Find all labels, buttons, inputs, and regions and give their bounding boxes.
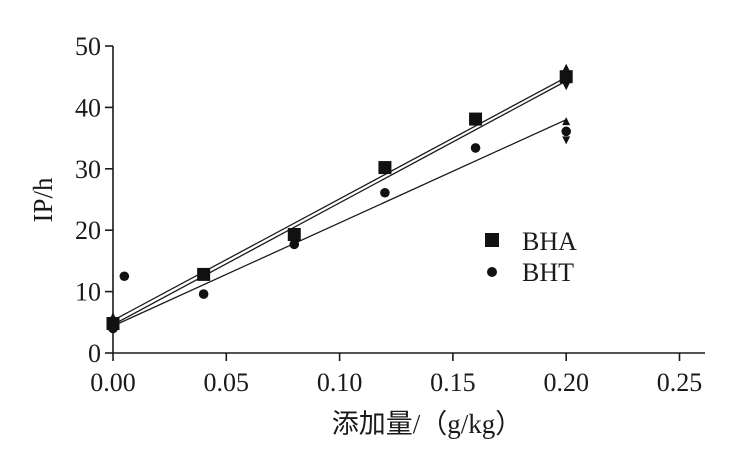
end-arrows xyxy=(109,63,571,321)
y-tick-label: 0 xyxy=(88,339,101,368)
data-point-bht xyxy=(561,126,571,137)
y-ticks: 0 10 20 30 40 50 xyxy=(75,32,113,368)
fit-line-bha xyxy=(112,76,567,322)
data-points xyxy=(106,70,573,334)
end-arrow-marker xyxy=(562,63,571,72)
y-tick-label: 50 xyxy=(75,32,101,61)
data-point-bht xyxy=(289,239,300,250)
data-point-bha xyxy=(287,227,301,241)
data-point-bha xyxy=(378,161,392,175)
data-point-bha xyxy=(559,70,573,84)
x-ticks: 0.00 0.05 0.10 0.15 0.20 0.25 xyxy=(90,353,702,397)
y-tick-label: 30 xyxy=(75,155,101,184)
data-point-bht xyxy=(198,289,209,299)
data-point-bha xyxy=(197,267,211,281)
fit-line-bha xyxy=(112,80,567,326)
x-tick-label: 0.25 xyxy=(657,368,703,397)
x-axis-title: 添加量/（g/kg） xyxy=(332,409,523,439)
data-point-bha xyxy=(469,112,483,126)
x-tick-label: 0.05 xyxy=(204,368,250,397)
y-tick-label: 20 xyxy=(75,216,101,245)
data-point-bht xyxy=(470,143,481,153)
x-tick-label: 0.00 xyxy=(90,368,136,397)
data-point-bht xyxy=(119,271,130,282)
legend-label-bht: BHT xyxy=(522,258,574,287)
x-tick-label: 0.10 xyxy=(317,368,363,397)
legend-marker-bha xyxy=(485,233,499,247)
x-tick-label: 0.15 xyxy=(430,368,476,397)
x-tick-label: 0.20 xyxy=(543,368,589,397)
y-tick-label: 40 xyxy=(75,93,101,122)
end-arrow-marker xyxy=(562,136,571,145)
legend-label-bha: BHA xyxy=(522,227,577,256)
fit-line-bht xyxy=(112,119,567,327)
legend: BHA BHT xyxy=(485,227,577,287)
data-point-bht xyxy=(108,323,118,334)
legend-marker-bht xyxy=(487,267,497,277)
data-point-bht xyxy=(380,187,390,198)
end-arrow-marker xyxy=(109,312,117,321)
axes xyxy=(112,46,705,354)
end-arrow-marker xyxy=(562,82,571,91)
fit-lines xyxy=(112,76,567,327)
y-tick-label: 10 xyxy=(75,278,101,307)
y-axis-title: IP/h xyxy=(28,177,58,223)
end-arrow-marker xyxy=(562,117,571,126)
